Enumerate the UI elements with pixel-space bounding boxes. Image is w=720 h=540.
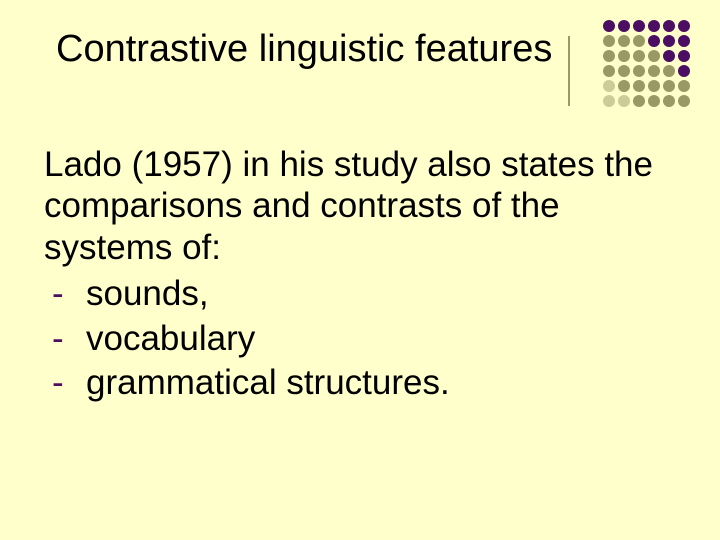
deco-dot: [648, 65, 660, 77]
deco-dot: [648, 80, 660, 92]
deco-dot: [648, 50, 660, 62]
deco-dot: [618, 20, 630, 32]
deco-dot: [663, 20, 675, 32]
deco-dot: [678, 95, 690, 107]
deco-dot: [648, 35, 660, 47]
deco-dot: [678, 80, 690, 92]
deco-dot: [633, 95, 645, 107]
bullet-icon: -: [52, 361, 64, 406]
list-item: - sounds,: [44, 272, 672, 317]
deco-dot: [603, 20, 615, 32]
deco-dot: [633, 20, 645, 32]
deco-dot: [618, 80, 630, 92]
deco-dot: [663, 80, 675, 92]
slide-title: Contrastive linguistic features: [56, 28, 552, 72]
deco-dot: [603, 95, 615, 107]
bullet-list: - sounds, - vocabulary - grammatical str…: [44, 272, 672, 406]
intro-text: Lado (1957) in his study also states the…: [44, 144, 672, 268]
deco-dot: [618, 95, 630, 107]
deco-dot: [633, 35, 645, 47]
deco-dot: [603, 35, 615, 47]
deco-dot: [663, 95, 675, 107]
list-item-label: grammatical structures.: [86, 363, 450, 402]
deco-dot: [618, 35, 630, 47]
deco-dot: [663, 65, 675, 77]
deco-dot: [633, 65, 645, 77]
deco-dot: [678, 20, 690, 32]
deco-dot: [648, 95, 660, 107]
bullet-icon: -: [52, 317, 64, 362]
deco-dot: [678, 35, 690, 47]
deco-dot: [633, 80, 645, 92]
slide: Contrastive linguistic features Lado (19…: [0, 0, 720, 540]
deco-dot: [603, 50, 615, 62]
title-divider: [568, 36, 570, 106]
deco-dot: [678, 50, 690, 62]
deco-dot: [603, 65, 615, 77]
list-item: - grammatical structures.: [44, 361, 672, 406]
bullet-icon: -: [52, 272, 64, 317]
list-item-label: vocabulary: [86, 319, 255, 358]
deco-dot: [648, 20, 660, 32]
title-row: Contrastive linguistic features: [56, 28, 672, 106]
deco-dot: [663, 35, 675, 47]
deco-dot: [663, 50, 675, 62]
deco-dot: [633, 50, 645, 62]
deco-dot: [603, 80, 615, 92]
deco-dot: [618, 50, 630, 62]
list-item-label: sounds,: [86, 274, 209, 313]
deco-dot: [618, 65, 630, 77]
list-item: - vocabulary: [44, 317, 672, 362]
deco-dot: [678, 65, 690, 77]
decoration-dot-grid: [603, 20, 690, 107]
slide-body: Lado (1957) in his study also states the…: [44, 144, 672, 406]
